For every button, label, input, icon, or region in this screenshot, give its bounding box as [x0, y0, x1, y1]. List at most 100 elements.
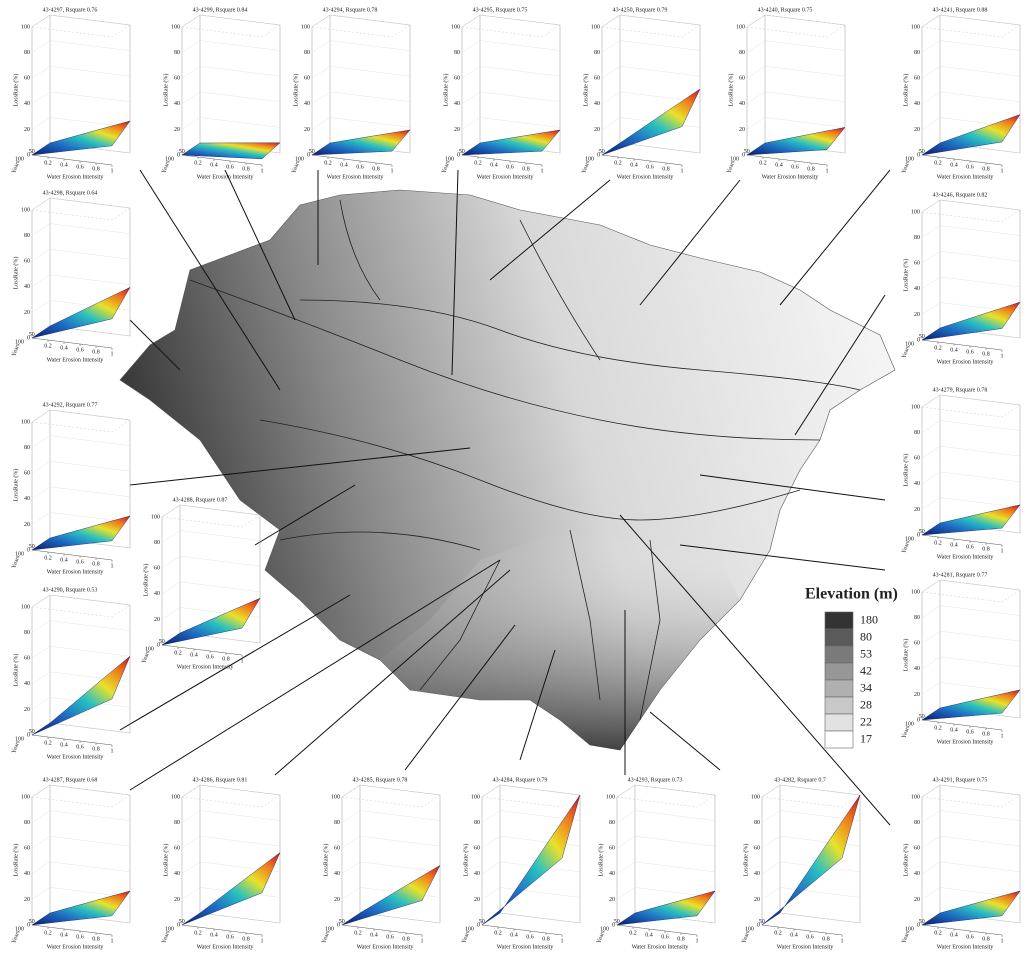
depth-axis-label: Years [726, 159, 736, 174]
grid-line [921, 630, 1021, 644]
x-tick-label: 0.4 [190, 652, 198, 658]
panel-title: 43-4295, Rsquare 0.75 [473, 7, 528, 13]
leader-line [129, 559, 501, 791]
grid-line [31, 512, 131, 525]
x-tick-label: 0.2 [774, 930, 782, 936]
box-frame [181, 784, 201, 926]
box-frame [921, 589, 1021, 603]
x-axis [161, 644, 243, 656]
depth-tick-label: 50 [759, 919, 765, 925]
z-tick-label: 40 [474, 871, 480, 877]
grid-line [921, 682, 1021, 695]
x-tick-label: 1 [561, 938, 564, 944]
x-tick-label: 0.6 [76, 934, 84, 940]
depth-tick-label: 100 [600, 926, 609, 932]
z-tick-label: 80 [334, 820, 340, 826]
river [299, 299, 861, 391]
x-tick-label: 0.4 [630, 162, 638, 168]
leader-line [451, 169, 459, 376]
leader-line [404, 624, 516, 771]
grid-line [761, 784, 861, 798]
legend-swatch [824, 662, 854, 681]
x-tick-label: 0.6 [661, 934, 669, 940]
z-tick-label: 100 [21, 207, 30, 213]
z-tick-label: 80 [304, 50, 310, 56]
z-tick-label: 40 [174, 101, 180, 107]
legend-label: 34 [860, 680, 872, 694]
z-tick-label: 0 [757, 922, 760, 928]
box-frame [921, 209, 1021, 223]
x-tick-label: 0.6 [791, 164, 799, 170]
loss-surface [31, 656, 131, 736]
x-axis [921, 924, 1003, 936]
surface-panel: 43-4297, Rsquare 0.76 0 20 40 60 80 100 0.2 0.4 0… [11, 7, 131, 180]
x-tick-label: 1 [111, 563, 114, 569]
depth-axis-label: Years [901, 724, 911, 739]
x-tick-label: 0.8 [982, 546, 990, 552]
z-tick-label: 100 [301, 24, 310, 30]
x-tick-label: 0.2 [44, 740, 52, 746]
x-axis-label: Water Erosion Intensity [937, 739, 994, 745]
z-tick-label: 80 [914, 430, 920, 436]
box-frame [461, 14, 481, 156]
z-tick-label: 0 [307, 152, 310, 158]
legend-swatch [824, 645, 854, 664]
z-tick-label: 20 [334, 897, 340, 903]
z-tick-label: 40 [609, 871, 615, 877]
x-tick-label: 0.6 [966, 934, 974, 940]
loss-surface [921, 890, 1021, 926]
x-tick-label: 0.8 [677, 936, 685, 942]
grid-line [311, 14, 411, 28]
z-tick-label: 60 [914, 76, 920, 82]
z-tick-label: 100 [751, 794, 760, 800]
loss-surface [601, 88, 701, 156]
legend: Elevation (m) 180 80 53 42 34 28 22 17 [805, 586, 898, 749]
x-tick-label: 0.8 [92, 561, 100, 567]
z-tick-label: 40 [24, 284, 30, 290]
panel-title: 43-4298, Rsquare 0.64 [43, 190, 98, 196]
river [279, 531, 481, 551]
z-axis-label: LossRate (%) [12, 469, 19, 502]
x-axis-label: Water Erosion Intensity [937, 554, 994, 560]
surface-panel: 43-4284, Rsquare 0.79 0 20 40 60 80 100 0.2 0.4 0… [461, 777, 581, 950]
surface-panel: 43-4286, Rsquare 0.81 0 20 40 60 80 100 0.2 0.4 0… [161, 777, 281, 950]
grid-line [31, 223, 131, 236]
surface-panel: 43-4295, Rsquare 0.75 0 20 40 60 80 100 0.2 0.4 0… [441, 7, 561, 180]
z-tick-label: 0 [917, 152, 920, 158]
x-tick-label: 0.2 [614, 160, 622, 166]
depth-tick-label: 100 [745, 926, 754, 932]
x-tick-label: 0.8 [807, 166, 815, 172]
x-tick-label: 0.2 [934, 345, 942, 351]
legend-swatch [824, 679, 854, 698]
legend-swatch [824, 611, 854, 630]
z-axis-label: LossRate (%) [12, 654, 19, 687]
leader-line [794, 294, 886, 436]
grid-line [746, 117, 846, 130]
grid-line [921, 276, 1021, 289]
loss-surface [746, 127, 846, 156]
z-tick-label: 100 [21, 24, 30, 30]
z-tick-label: 80 [174, 50, 180, 56]
x-tick-label: 0.2 [174, 650, 182, 656]
x-tick-label: 0.6 [76, 347, 84, 353]
grid-line [921, 579, 1021, 593]
loss-surface [161, 597, 261, 646]
x-tick-label: 0.6 [506, 164, 514, 170]
grid-line [601, 14, 701, 28]
grid-line [921, 14, 1021, 28]
z-axis-label: LossRate (%) [727, 74, 734, 107]
x-tick-label: 0.8 [242, 166, 250, 172]
x-tick-label: 0.2 [629, 930, 637, 936]
z-tick-label: 40 [914, 286, 920, 292]
x-tick-label: 1 [391, 168, 394, 174]
z-tick-label: 60 [304, 76, 310, 82]
x-tick-label: 0.2 [934, 930, 942, 936]
box-frame [601, 24, 701, 38]
z-tick-label: 0 [157, 642, 160, 648]
z-tick-label: 0 [477, 922, 480, 928]
x-tick-label: 0.8 [222, 656, 230, 662]
x-tick-label: 0.6 [966, 729, 974, 735]
z-tick-label: 0 [742, 152, 745, 158]
z-axis-label: LossRate (%) [902, 844, 909, 877]
